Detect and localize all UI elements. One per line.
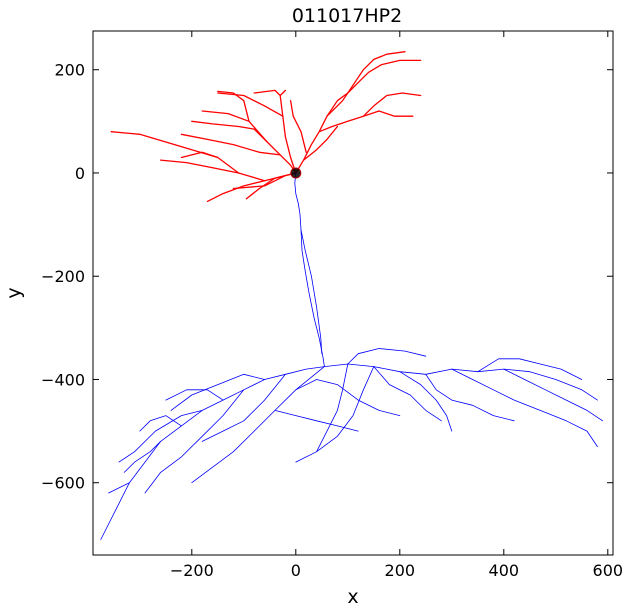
branch-1-0 [294,172,325,368]
branch-0-10 [217,92,284,117]
branch-1-16 [347,348,427,365]
branch-0-17 [378,110,414,117]
branch-0-16 [362,92,422,117]
plot-frame [92,30,614,556]
branch-1-13 [425,373,515,422]
branch-0-19 [302,125,339,161]
branch-0-11 [253,89,281,97]
branch-0-3 [180,151,219,159]
branch-1-9 [316,363,349,453]
branch-0-7 [180,133,281,156]
branch-0-21 [232,174,287,190]
soma-layer [290,167,302,179]
y-axis-ticks: −600 −400 −200 0 200 [41,61,613,493]
branch-1-14 [477,358,583,380]
soma-marker [290,167,302,179]
branch-0-2 [110,131,240,174]
branch-1-6 [451,368,598,448]
branch-0-6 [217,90,250,122]
branch-0-5 [201,110,268,143]
x-tick-label: 600 [593,561,624,580]
branch-1-23 [108,482,130,494]
branch-1-10 [191,366,325,484]
x-tick-label: −200 [170,561,214,580]
branch-1-4 [118,409,203,463]
y-tick-label: −400 [41,370,85,389]
x-axis-ticks: −200 0 200 400 600 [170,31,623,580]
branch-0-14 [326,51,406,117]
series-1 [100,172,603,540]
branch-0-9 [279,89,297,174]
x-tick-label: 0 [291,561,301,580]
branch-1-2 [100,366,325,540]
branch-1-21 [373,366,442,422]
branch-1-3 [144,389,245,494]
branch-1-19 [295,379,401,417]
branch-0-12 [295,92,349,174]
branch-1-17 [165,389,224,401]
branch-1-5 [323,363,598,401]
branch-1-22 [123,440,162,473]
neurite-branches [100,51,603,540]
branch-1-7 [503,368,603,422]
branch-0-1 [159,159,266,182]
series-0 [110,51,422,203]
branch-1-18 [139,415,182,432]
branch-0-8 [191,120,255,130]
chart-title: 011017HP2 [292,5,402,27]
branch-0-13 [318,110,380,133]
y-tick-label: −200 [41,267,85,286]
y-axis-label: y [3,287,25,298]
branch-1-8 [399,371,453,432]
x-tick-label: 200 [385,561,416,580]
branch-1-1 [300,229,323,355]
branch-1-11 [295,366,375,463]
x-tick-label: 400 [489,561,520,580]
branch-1-12 [201,373,286,442]
x-axis-label: x [347,586,358,608]
y-tick-label: 0 [75,164,85,183]
branch-1-15 [170,373,266,411]
y-tick-label: −600 [41,474,85,493]
branch-0-18 [289,100,307,153]
y-tick-label: 200 [54,61,85,80]
branch-0-15 [347,59,422,94]
branch-1-20 [274,409,359,432]
